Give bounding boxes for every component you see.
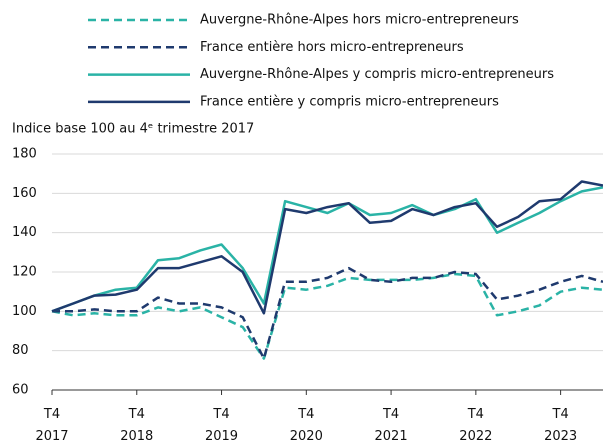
legend-label: Auvergne-Rhône-Alpes hors micro-entrepre… — [200, 13, 519, 28]
y-axis-label: Indice base 100 au 4ᵉ trimestre 2017 — [12, 122, 254, 137]
x-tick-label: T4 2020 — [289, 407, 323, 444]
x-tick-label: T4 2021 — [374, 407, 408, 444]
series-line — [52, 266, 603, 360]
y-tick-label: 100 — [12, 304, 37, 319]
legend-label: Auvergne-Rhône-Alpes y compris micro-ent… — [200, 67, 554, 82]
y-tick-label: 80 — [12, 343, 29, 358]
x-tick-label: T4 2017 — [35, 407, 69, 444]
series-line — [51, 180, 603, 315]
x-tick-label: T4 2022 — [459, 407, 493, 444]
series-line — [51, 272, 603, 360]
y-tick-label: 140 — [12, 225, 37, 240]
y-tick-label: 160 — [12, 186, 37, 201]
series-line — [51, 186, 603, 313]
x-tick-label: T4 2019 — [204, 407, 239, 444]
legend-label: France entière hors micro-entrepreneurs — [200, 40, 464, 55]
y-tick-label: 60 — [12, 383, 29, 398]
x-tick-label: T4 2023 — [544, 407, 578, 444]
y-tick-label: 180 — [12, 147, 37, 162]
y-tick-label: 120 — [12, 265, 37, 280]
x-tick-label: T4 2018 — [120, 407, 154, 444]
legend-label: France entière y compris micro-entrepren… — [200, 94, 499, 109]
